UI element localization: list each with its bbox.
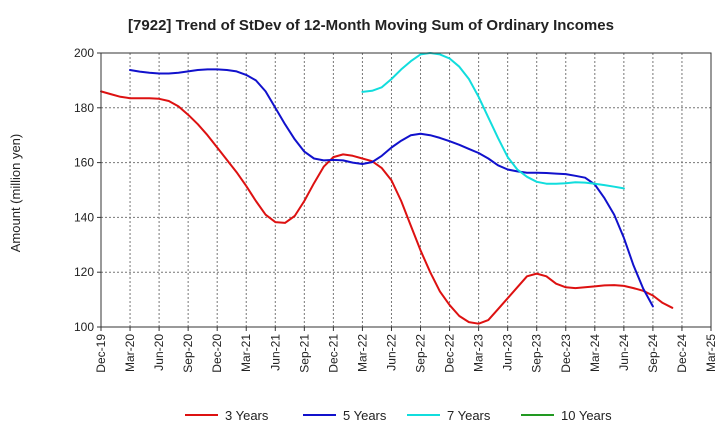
series-layer: [100, 52, 674, 325]
plot-area-frame: [100, 52, 712, 328]
x-tick-label: Sep-20: [181, 334, 195, 373]
x-tick-label: Sep-21: [297, 334, 311, 373]
x-tick-label: Dec-19: [94, 334, 108, 373]
x-tick-label: Mar-22: [355, 334, 369, 372]
legend-label: 10 Years: [561, 408, 612, 423]
legend-label: 5 Years: [343, 408, 387, 423]
x-tick-label: Dec-24: [675, 334, 689, 373]
x-tick-label: Mar-23: [472, 334, 486, 372]
y-tick-label: 120: [74, 265, 94, 279]
y-axis-ticks: 100 120 140 160 180 200: [74, 46, 101, 334]
series-line-7-years: [361, 52, 625, 190]
y-tick-label: 140: [74, 210, 94, 224]
x-tick-label: Jun-23: [501, 334, 515, 371]
series-line-5-years: [129, 68, 654, 308]
x-axis-ticks: Dec-19 Mar-20 Jun-20 Sep-20 Dec-20 Mar-21 Jun-…: [94, 327, 718, 373]
x-tick-label: Sep-24: [646, 334, 660, 373]
legend-label: 7 Years: [447, 408, 491, 423]
x-tick-label: Dec-20: [210, 334, 224, 373]
y-tick-label: 100: [74, 320, 94, 334]
x-tick-label: Sep-22: [414, 334, 428, 373]
x-tick-label: Sep-23: [530, 334, 544, 373]
x-tick-label: Mar-25: [704, 334, 718, 372]
chart-title: [7922] Trend of StDev of 12-Month Moving…: [128, 17, 614, 34]
x-tick-label: Jun-21: [268, 334, 282, 371]
x-tick-label: Mar-20: [123, 334, 137, 372]
legend-label: 3 Years: [225, 408, 269, 423]
y-axis-label: Amount (million yen): [8, 134, 23, 253]
x-tick-label: Mar-24: [588, 334, 602, 372]
x-tick-label: Jun-22: [384, 334, 398, 371]
x-tick-label: Dec-23: [559, 334, 573, 373]
x-tick-label: Dec-21: [326, 334, 340, 373]
x-tick-label: Mar-21: [239, 334, 253, 372]
x-tick-label: Jun-24: [617, 334, 631, 371]
x-tick-label: Dec-22: [443, 334, 457, 373]
x-tick-label: Jun-20: [152, 334, 166, 371]
series-line-3-years: [100, 90, 674, 325]
y-tick-label: 200: [74, 46, 94, 60]
legend: 3 Years 5 Years 7 Years 10 Years: [185, 408, 612, 423]
y-tick-label: 160: [74, 156, 94, 170]
y-tick-label: 180: [74, 101, 94, 115]
